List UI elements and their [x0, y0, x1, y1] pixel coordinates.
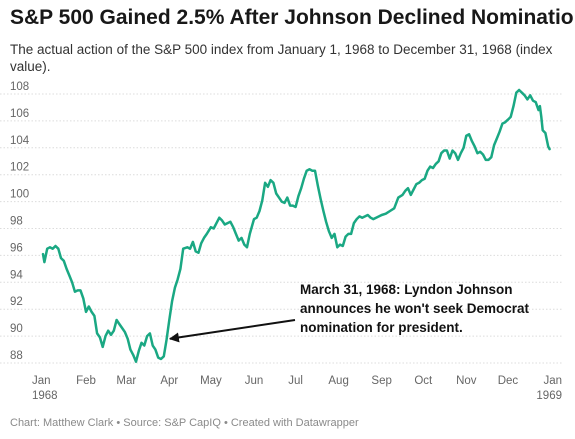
x-tick-label: Dec [498, 375, 519, 387]
x-tick-label: Apr [160, 375, 178, 387]
x-tick-label: Aug [328, 375, 348, 387]
series-line [41, 88, 551, 363]
x-tick-label: Nov [456, 375, 477, 387]
y-tick-label: 108 [10, 81, 29, 93]
gridlines [0, 93, 563, 364]
y-tick-label: 88 [10, 350, 23, 362]
y-tick-label: 96 [10, 242, 23, 254]
x-tick-label: Mar [116, 375, 136, 387]
chart-title: S&P 500 Gained 2.5% After Johnson Declin… [10, 6, 575, 29]
x-tick-label: May [200, 375, 222, 387]
x-tick-label: Jun [245, 375, 264, 387]
x-tick-label: Jul [288, 375, 303, 387]
annotation-arrow [168, 319, 296, 343]
x-tick-year: 1969 [536, 390, 562, 402]
y-tick-label: 100 [10, 189, 29, 201]
y-tick-label: 92 [10, 296, 23, 308]
chart-subtitle: The actual action of the S&P 500 index f… [10, 42, 553, 74]
y-tick-label: 106 [10, 108, 29, 120]
x-tick-label: Feb [76, 375, 96, 387]
annotation-text-line: nomination for president. [300, 320, 463, 335]
series-layer [41, 88, 551, 363]
annotation-text-line: March 31, 1968: Lyndon Johnson [300, 282, 513, 297]
annotation: March 31, 1968: Lyndon Johnson announces … [168, 282, 530, 343]
x-tick-label: Sep [371, 375, 391, 387]
y-axis-ticks: 88 90 92 94 96 98 100 102 104 106 108 [10, 81, 30, 362]
x-tick-label: Oct [414, 375, 433, 387]
y-tick-label: 102 [10, 162, 29, 174]
chart-footer: Chart: Matthew Clark • Source: S&P CapIQ… [10, 417, 359, 429]
annotation-text-line: announces he won't seek Democrat [300, 301, 530, 316]
y-tick-label: 98 [10, 216, 23, 228]
x-axis-ticks: Jan 1968 Feb Mar Apr May Jun Jul Aug Sep Oct Nov Dec… [32, 375, 562, 402]
y-tick-label: 90 [10, 323, 23, 335]
x-tick-label: Jan [32, 375, 51, 387]
x-tick-label: Jan [543, 375, 562, 387]
y-tick-label: 104 [10, 135, 30, 147]
x-tick-year: 1968 [32, 390, 58, 402]
y-tick-label: 94 [10, 269, 23, 281]
